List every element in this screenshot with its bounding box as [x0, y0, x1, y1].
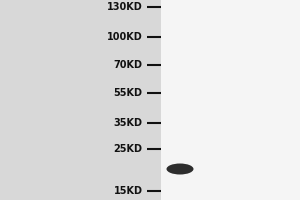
- Text: 70KD: 70KD: [113, 60, 142, 70]
- Text: 55KD: 55KD: [113, 88, 142, 98]
- Text: 15KD: 15KD: [113, 186, 142, 196]
- Text: 35KD: 35KD: [113, 118, 142, 128]
- Bar: [160, 0, 300, 200]
- Text: 100KD: 100KD: [107, 32, 142, 42]
- Text: 130KD: 130KD: [107, 2, 142, 12]
- Text: 25KD: 25KD: [113, 144, 142, 154]
- Ellipse shape: [167, 164, 194, 174]
